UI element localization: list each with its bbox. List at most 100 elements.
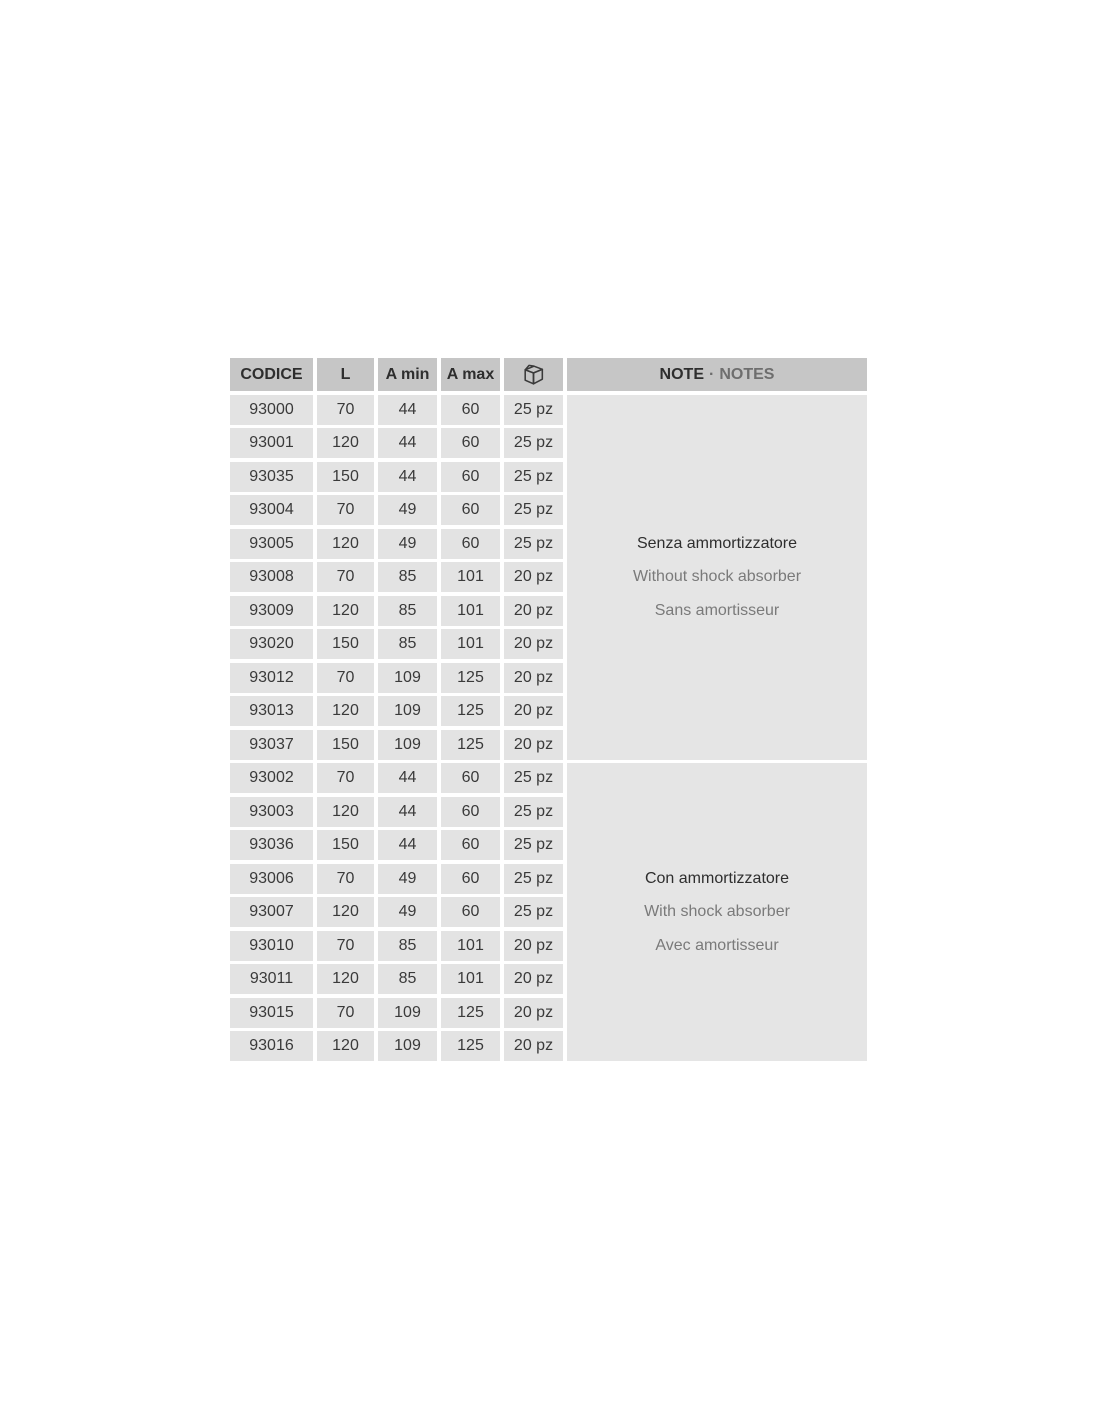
cell-qty: 20 pz <box>504 595 563 626</box>
cell-a_max: 60 <box>441 897 500 927</box>
cell-a_max: 125 <box>441 696 500 726</box>
cell-a_max: 125 <box>441 662 500 693</box>
cell-l: 150 <box>317 629 374 659</box>
cell-codice: 93004 <box>230 495 313 525</box>
header-note: NOTE · NOTES <box>567 358 867 391</box>
cell-a_max: 125 <box>441 997 500 1028</box>
cell-l: 70 <box>317 997 374 1028</box>
cell-a_max: 60 <box>441 528 500 559</box>
cell-qty: 20 pz <box>504 729 563 760</box>
cell-l: 150 <box>317 729 374 760</box>
cell-l: 70 <box>317 562 374 592</box>
cell-qty: 25 pz <box>504 394 563 425</box>
cell-l: 70 <box>317 930 374 961</box>
cell-qty: 20 pz <box>504 562 563 592</box>
cell-qty: 20 pz <box>504 696 563 726</box>
cell-qty: 25 pz <box>504 863 563 894</box>
cell-a_max: 60 <box>441 830 500 860</box>
note-italian: Senza ammortizzatore <box>636 534 798 552</box>
cell-codice: 93001 <box>230 428 313 458</box>
header-note-separator: · <box>709 365 715 383</box>
cell-qty: 25 pz <box>504 763 563 793</box>
cell-a_max: 60 <box>441 428 500 458</box>
cell-codice: 93006 <box>230 863 313 894</box>
package-icon <box>524 364 544 385</box>
cell-a_min: 49 <box>378 897 437 927</box>
cell-codice: 93010 <box>230 930 313 961</box>
cell-a_max: 60 <box>441 863 500 894</box>
note-english: Without shock absorber <box>632 568 802 586</box>
cell-a_max: 60 <box>441 796 500 827</box>
cell-a_min: 44 <box>378 428 437 458</box>
cell-qty: 25 pz <box>504 796 563 827</box>
cell-a_max: 60 <box>441 763 500 793</box>
cell-codice: 93012 <box>230 662 313 693</box>
cell-l: 70 <box>317 662 374 693</box>
cell-a_max: 60 <box>441 461 500 492</box>
cell-l: 70 <box>317 863 374 894</box>
cell-l: 120 <box>317 528 374 559</box>
cell-codice: 93003 <box>230 796 313 827</box>
cell-a_max: 101 <box>441 562 500 592</box>
cell-qty: 25 pz <box>504 495 563 525</box>
cell-codice: 93020 <box>230 629 313 659</box>
cell-qty: 20 pz <box>504 930 563 961</box>
cell-a_min: 44 <box>378 461 437 492</box>
cell-codice: 93013 <box>230 696 313 726</box>
cell-qty: 25 pz <box>504 428 563 458</box>
cell-qty: 20 pz <box>504 1031 563 1061</box>
header-codice: CODICE <box>230 358 313 391</box>
cell-a_min: 44 <box>378 763 437 793</box>
cell-a_min: 49 <box>378 495 437 525</box>
cell-a_min: 85 <box>378 562 437 592</box>
header-length: L <box>317 358 374 391</box>
cell-a_min: 85 <box>378 964 437 994</box>
cell-a_min: 109 <box>378 696 437 726</box>
cell-l: 120 <box>317 964 374 994</box>
cell-codice: 93002 <box>230 763 313 793</box>
cell-codice: 93016 <box>230 1031 313 1061</box>
cell-codice: 93008 <box>230 562 313 592</box>
cell-a_min: 109 <box>378 1031 437 1061</box>
cell-a_max: 101 <box>441 964 500 994</box>
cell-codice: 93007 <box>230 897 313 927</box>
cell-a_min: 44 <box>378 796 437 827</box>
cell-a_min: 44 <box>378 830 437 860</box>
header-note-label: NOTE <box>659 365 704 383</box>
cell-a_max: 60 <box>441 495 500 525</box>
cell-l: 120 <box>317 796 374 827</box>
note-block-1: Senza ammortizzatore Without shock absor… <box>567 394 867 760</box>
cell-codice: 93015 <box>230 997 313 1028</box>
cell-a_max: 101 <box>441 930 500 961</box>
header-packaging <box>504 358 563 391</box>
cell-l: 150 <box>317 830 374 860</box>
cell-l: 70 <box>317 495 374 525</box>
cell-qty: 20 pz <box>504 629 563 659</box>
cell-a_min: 109 <box>378 662 437 693</box>
cell-a_min: 85 <box>378 930 437 961</box>
cell-a_min: 109 <box>378 729 437 760</box>
cell-a_max: 125 <box>441 1031 500 1061</box>
cell-codice: 93009 <box>230 595 313 626</box>
cell-a_max: 101 <box>441 629 500 659</box>
cell-qty: 25 pz <box>504 461 563 492</box>
cell-qty: 25 pz <box>504 830 563 860</box>
cell-l: 70 <box>317 763 374 793</box>
cell-qty: 20 pz <box>504 997 563 1028</box>
note-french: Avec amortisseur <box>655 936 779 954</box>
cell-codice: 93035 <box>230 461 313 492</box>
cell-qty: 20 pz <box>504 964 563 994</box>
cell-l: 120 <box>317 428 374 458</box>
header-a-min: A min <box>378 358 437 391</box>
cell-qty: 20 pz <box>504 662 563 693</box>
note-block-2: Con ammortizzatore With shock absorber A… <box>567 763 867 1061</box>
cell-l: 120 <box>317 1031 374 1061</box>
cell-a_max: 60 <box>441 394 500 425</box>
cell-qty: 25 pz <box>504 897 563 927</box>
cell-l: 70 <box>317 394 374 425</box>
cell-a_min: 109 <box>378 997 437 1028</box>
cell-a_min: 44 <box>378 394 437 425</box>
cell-l: 120 <box>317 897 374 927</box>
cell-codice: 93000 <box>230 394 313 425</box>
